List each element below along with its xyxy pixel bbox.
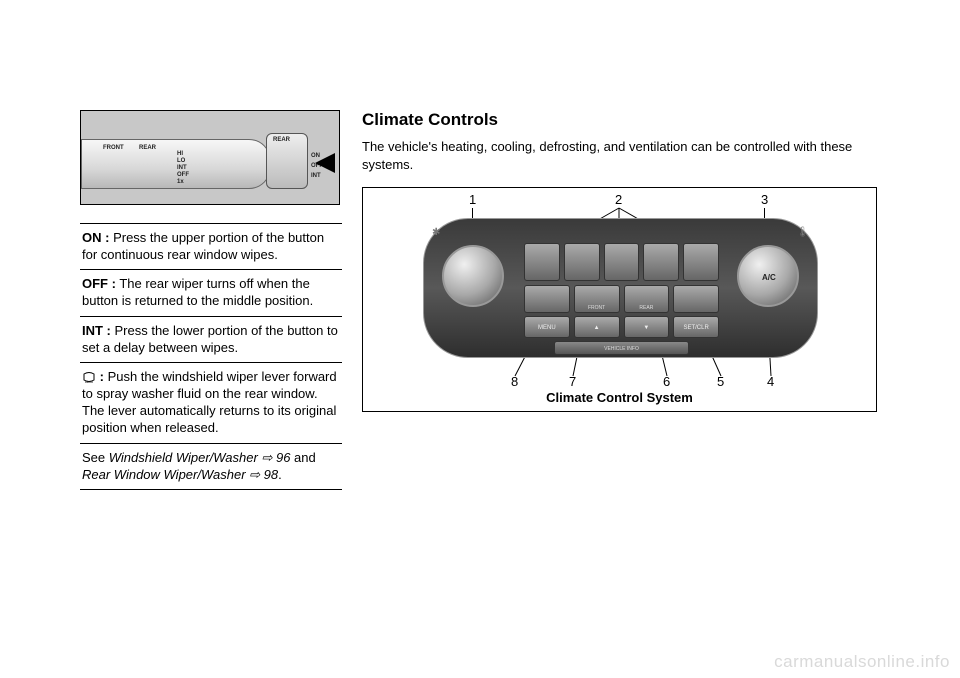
climate-intro: The vehicle's heating, cooling, defrosti… xyxy=(362,138,877,173)
front-icon-label: FRONT xyxy=(103,145,124,152)
menu-button: MENU xyxy=(524,316,570,338)
mode-button xyxy=(683,243,719,281)
see-pg2: 98 xyxy=(264,467,278,482)
setclr-button: SET/CLR xyxy=(673,316,719,338)
see-sym2: ⇨ xyxy=(246,467,264,482)
callout-5: 5 xyxy=(717,374,724,389)
off-text: The rear wiper turns off when the button… xyxy=(82,276,313,308)
end-rear-label: REAR xyxy=(273,137,290,144)
menu-label: MENU xyxy=(525,317,569,339)
callout-6: 6 xyxy=(663,374,670,389)
ac-label: A/C xyxy=(762,273,776,282)
menu-button-row: MENU ▲ ▼ SET/CLR xyxy=(524,316,719,338)
up-label: ▲ xyxy=(575,317,619,339)
on-bold: ON : xyxy=(82,230,109,245)
front-label: FRONT xyxy=(575,305,619,311)
mode-button xyxy=(643,243,679,281)
int-bold: INT : xyxy=(82,323,111,338)
callout-8: 8 xyxy=(511,374,518,389)
paragraph-off: OFF : The rear wiper turns off when the … xyxy=(80,269,342,315)
see-ref2: Rear Window Wiper/Washer xyxy=(82,467,246,482)
page: FRONT REAR HI LO INT OFF 1x REAR ON OFF … xyxy=(0,0,960,678)
rear-icon-label: REAR xyxy=(139,145,156,152)
wash-bold: : xyxy=(96,369,104,384)
see-pg1: 96 xyxy=(276,450,290,465)
rear-defrost-button: REAR xyxy=(624,285,670,313)
on-text: Press the upper portion of the button fo… xyxy=(82,230,324,262)
see-prefix: See xyxy=(82,450,109,465)
paragraph-on: ON : Press the upper portion of the butt… xyxy=(80,223,342,269)
left-column: FRONT REAR HI LO INT OFF 1x REAR ON OFF … xyxy=(80,110,342,490)
callout-7: 7 xyxy=(569,374,576,389)
rear-label: REAR xyxy=(625,305,669,311)
defrost-button-row: FRONT REAR xyxy=(524,285,719,313)
mode-button-row xyxy=(524,243,719,281)
hi-label: HI xyxy=(177,151,183,158)
wash-text: Push the windshield wiper lever forward … xyxy=(82,369,337,435)
front-defrost-button: FRONT xyxy=(574,285,620,313)
callout-4: 4 xyxy=(767,374,774,389)
see-and: and xyxy=(290,450,315,465)
see-ref1: Windshield Wiper/Washer xyxy=(109,450,258,465)
fan-knob xyxy=(442,245,504,307)
vehicle-info-button: VEHICLE INFO xyxy=(554,341,689,355)
figure-caption: Climate Control System xyxy=(363,390,876,405)
int-label: INT xyxy=(177,165,187,172)
off-bold: OFF : xyxy=(82,276,116,291)
down-label: ▼ xyxy=(625,317,669,339)
right-column: Climate Controls The vehicle's heating, … xyxy=(362,110,877,412)
mode-button xyxy=(604,243,640,281)
end-int-label: INT xyxy=(311,173,321,180)
fresh-air-button xyxy=(673,285,719,313)
fan-icon: ✱ xyxy=(432,227,440,238)
climate-heading: Climate Controls xyxy=(362,110,877,130)
svg-text:REAR: REAR xyxy=(85,380,94,384)
watermark: carmanualsonline.info xyxy=(774,652,950,672)
int-text: Press the lower portion of the button to… xyxy=(82,323,338,355)
climate-figure: 1 2 3 ✱ 🌡 A/ xyxy=(362,187,877,412)
paragraph-int: INT : Press the lower portion of the but… xyxy=(80,316,342,362)
paragraph-see: See Windshield Wiper/Washer ⇨ 96 and Rea… xyxy=(80,443,342,490)
see-end: . xyxy=(278,467,282,482)
paragraph-wash: REAR : Push the windshield wiper lever f… xyxy=(80,362,342,443)
see-sym1: ⇨ xyxy=(258,450,276,465)
off-label: OFF xyxy=(177,172,189,179)
setclr-label: SET/CLR xyxy=(674,317,718,339)
recirc-button xyxy=(524,285,570,313)
rear-washer-icon: REAR xyxy=(82,370,96,384)
temp-knob: A/C xyxy=(737,245,799,307)
temp-icon: 🌡 xyxy=(796,227,809,238)
mode-button xyxy=(524,243,560,281)
down-button: ▼ xyxy=(624,316,670,338)
pointer-arrow-icon xyxy=(315,153,335,173)
up-button: ▲ xyxy=(574,316,620,338)
onex-label: 1x xyxy=(177,179,184,186)
mode-button xyxy=(564,243,600,281)
climate-panel: ✱ 🌡 A/C FRONT REAR xyxy=(423,218,818,358)
lo-label: LO xyxy=(177,158,185,165)
wiper-stalk-figure: FRONT REAR HI LO INT OFF 1x REAR ON OFF … xyxy=(80,110,340,205)
